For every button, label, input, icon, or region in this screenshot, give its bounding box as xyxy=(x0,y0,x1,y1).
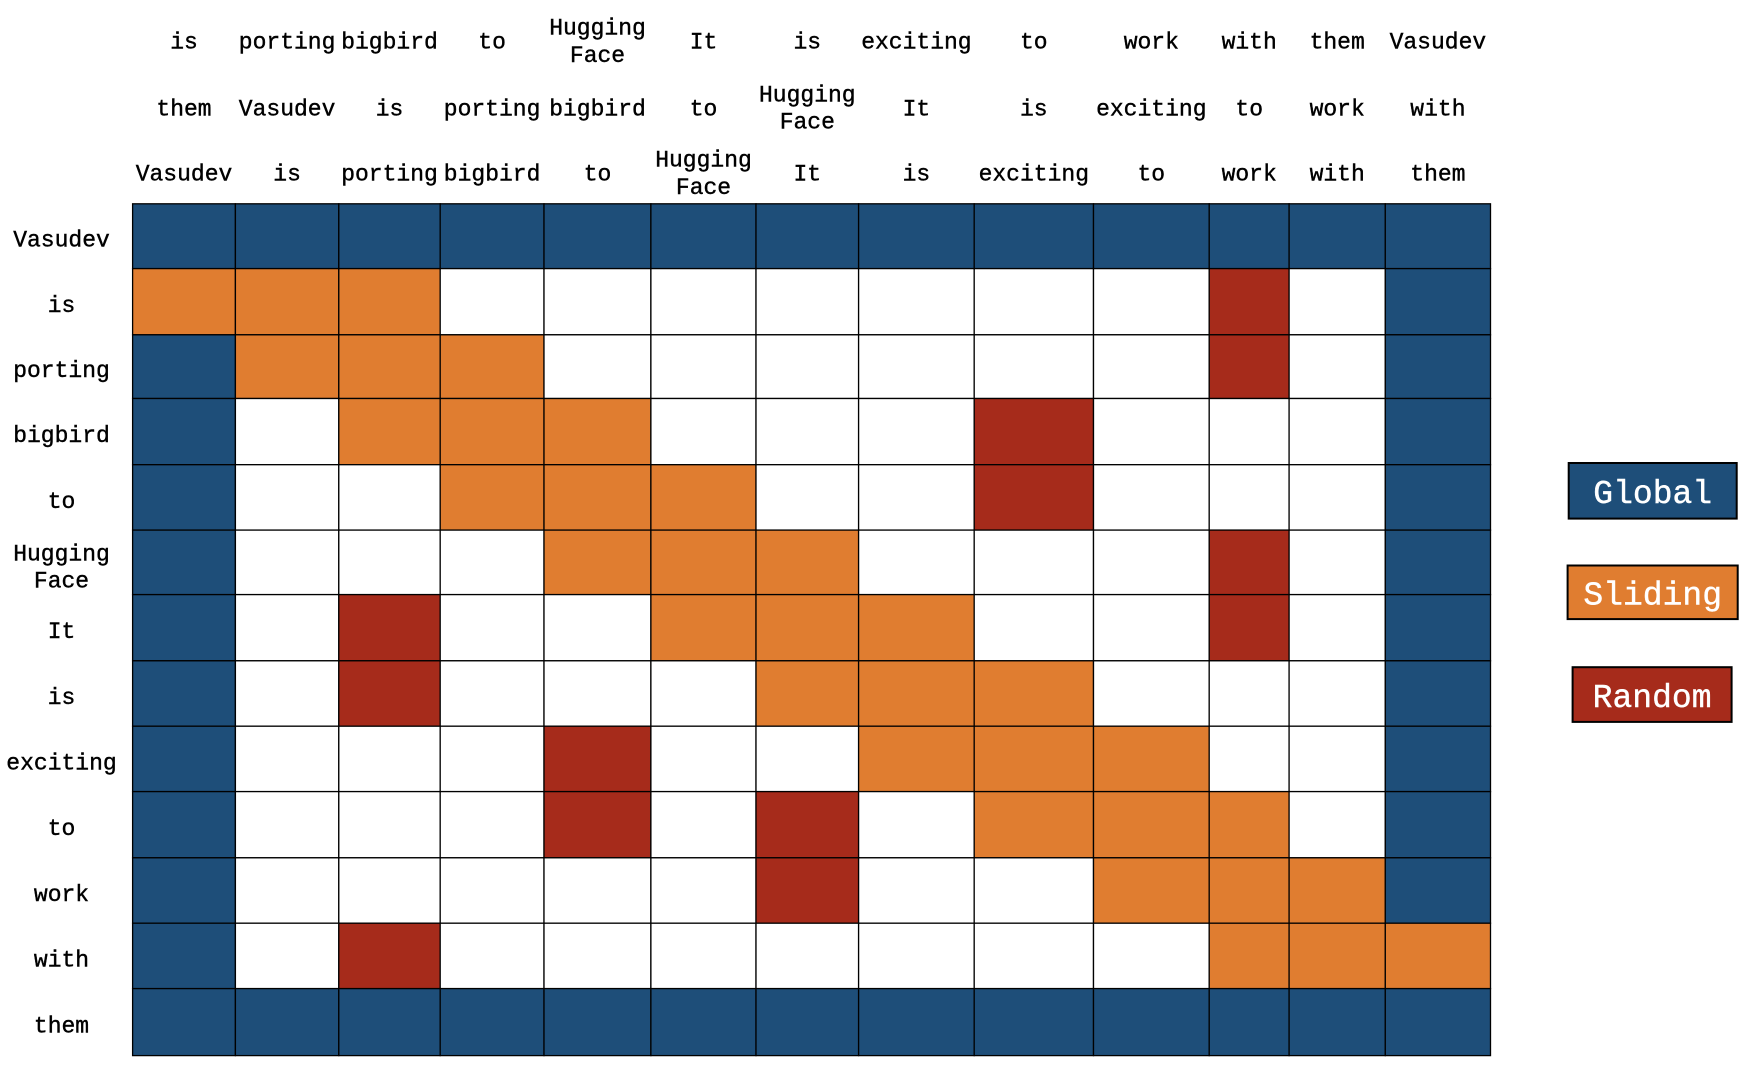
svg-text:Hugging: Hugging xyxy=(549,16,646,42)
svg-text:Global: Global xyxy=(1593,476,1712,513)
svg-text:to: to xyxy=(1020,30,1048,56)
svg-text:exciting: exciting xyxy=(861,30,971,56)
svg-text:Face: Face xyxy=(570,43,625,69)
svg-text:work: work xyxy=(1124,30,1179,56)
svg-text:with: with xyxy=(1222,30,1277,56)
svg-text:to: to xyxy=(1235,96,1263,122)
svg-text:porting: porting xyxy=(341,161,438,187)
svg-text:to: to xyxy=(48,816,76,842)
svg-text:Vasudev: Vasudev xyxy=(136,161,233,187)
svg-text:It: It xyxy=(48,619,76,645)
svg-text:It: It xyxy=(903,96,931,122)
svg-text:to: to xyxy=(478,30,506,56)
svg-text:It: It xyxy=(793,161,821,187)
svg-text:to: to xyxy=(690,96,718,122)
svg-text:is: is xyxy=(48,293,76,319)
svg-text:bigbird: bigbird xyxy=(549,96,646,122)
svg-text:Hugging: Hugging xyxy=(13,541,110,567)
svg-text:bigbird: bigbird xyxy=(444,161,541,187)
svg-text:porting: porting xyxy=(239,30,336,56)
svg-text:exciting: exciting xyxy=(979,161,1089,187)
svg-text:is: is xyxy=(273,161,301,187)
svg-text:with: with xyxy=(1410,96,1465,122)
svg-text:bigbird: bigbird xyxy=(13,423,110,449)
svg-text:Vasudev: Vasudev xyxy=(1390,30,1487,56)
svg-text:is: is xyxy=(903,161,931,187)
svg-text:Vasudev: Vasudev xyxy=(239,96,336,122)
svg-text:It: It xyxy=(690,30,718,56)
svg-text:them: them xyxy=(1310,30,1365,56)
svg-text:porting: porting xyxy=(444,96,541,122)
svg-text:bigbird: bigbird xyxy=(341,30,438,56)
svg-text:work: work xyxy=(1222,161,1277,187)
svg-text:them: them xyxy=(1410,161,1465,187)
svg-text:them: them xyxy=(156,96,211,122)
svg-text:to: to xyxy=(48,489,76,515)
svg-text:them: them xyxy=(34,1014,89,1040)
svg-text:is: is xyxy=(376,96,404,122)
svg-text:with: with xyxy=(34,947,89,973)
svg-text:is: is xyxy=(48,685,76,711)
svg-text:is: is xyxy=(1020,96,1048,122)
svg-text:Random: Random xyxy=(1593,680,1712,717)
svg-text:Face: Face xyxy=(34,569,89,595)
svg-text:to: to xyxy=(1137,161,1165,187)
svg-text:porting: porting xyxy=(13,358,110,384)
svg-text:with: with xyxy=(1310,161,1365,187)
svg-text:exciting: exciting xyxy=(1096,96,1206,122)
svg-text:Face: Face xyxy=(780,110,835,136)
svg-text:Face: Face xyxy=(676,175,731,201)
svg-text:Sliding: Sliding xyxy=(1583,578,1722,615)
svg-text:to: to xyxy=(584,161,612,187)
svg-text:Hugging: Hugging xyxy=(759,83,856,109)
svg-text:is: is xyxy=(170,30,198,56)
svg-text:is: is xyxy=(793,30,821,56)
svg-text:work: work xyxy=(1310,96,1365,122)
svg-text:work: work xyxy=(34,882,89,908)
svg-text:Hugging: Hugging xyxy=(655,148,752,174)
svg-text:exciting: exciting xyxy=(6,750,116,776)
svg-text:Vasudev: Vasudev xyxy=(13,228,110,254)
